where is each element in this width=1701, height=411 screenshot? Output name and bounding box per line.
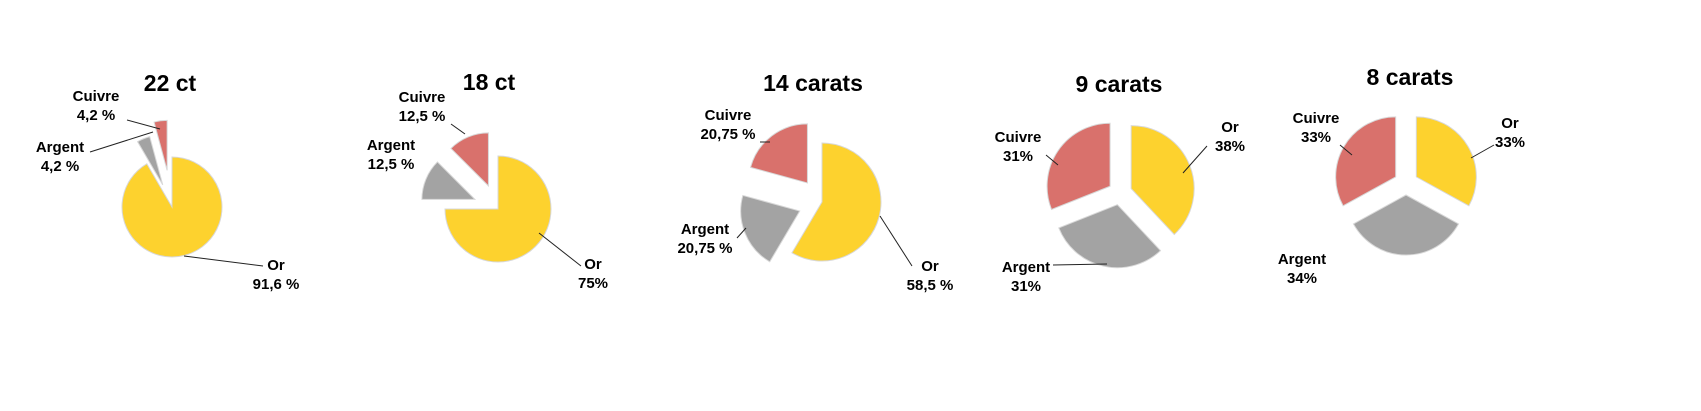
slice-value-label-or: 33%: [1495, 134, 1525, 151]
leader-line-or: [1182, 145, 1208, 174]
leader-line-cuivre: [126, 119, 161, 130]
slice-value-label-or: 38%: [1215, 138, 1245, 155]
chart-title: 18 ct: [463, 69, 516, 95]
slice-cuivre: [450, 132, 489, 188]
slice-value-label-argent: 31%: [1011, 278, 1041, 295]
leader-line-argent: [1052, 263, 1108, 266]
slice-value-label-or: 58,5 %: [907, 277, 954, 294]
slice-cuivre: [1335, 116, 1397, 207]
slice-name-label-or: Or: [921, 258, 939, 275]
chart-title: 9 carats: [1076, 71, 1163, 97]
slice-value-label-argent: 20,75 %: [677, 240, 732, 257]
slice-argent: [1352, 194, 1460, 256]
slice-name-label-or: Or: [584, 256, 602, 273]
leader-line-or: [183, 255, 264, 267]
leader-line-or: [1470, 144, 1495, 159]
pie-chart-14-carats: 14 carats Or 58,5 % Argent 20,75 % Cuivre 20,7…: [677, 70, 953, 294]
slice-name-label-or: Or: [267, 257, 285, 274]
slice-value-label-or: 91,6 %: [253, 276, 300, 293]
chart-title: 22 ct: [144, 70, 197, 96]
slice-argent: [136, 135, 164, 186]
leader-line-cuivre: [1339, 144, 1353, 156]
slice-name-label-or: Or: [1221, 119, 1239, 136]
slice-name-label-argent: Argent: [1002, 259, 1050, 276]
slice-or: [1130, 125, 1195, 236]
slice-value-label-argent: 34%: [1287, 270, 1317, 287]
slice-argent: [740, 194, 801, 263]
slice-name-label-argent: Argent: [1278, 251, 1326, 268]
slice-or: [444, 155, 552, 263]
pie-chart-22-ct: 22 ct Or 91,6 % Argent 4,2 % Cuivre 4,2 %: [36, 70, 300, 293]
leader-line-argent: [736, 227, 747, 239]
pie-chart-8-carats: 8 carats Or 33% Argent 34% Cuivre 33%: [1278, 64, 1525, 287]
slice-name-label-or: Or: [1501, 115, 1519, 132]
slice-name-label-argent: Argent: [36, 139, 84, 156]
leader-line-or: [879, 215, 913, 267]
chart-title: 14 carats: [763, 70, 863, 96]
pie-chart-9-carats: 9 carats Or 38% Argent 31% Cuivre 31%: [995, 71, 1245, 295]
slice-cuivre: [153, 119, 168, 171]
pie-chart-18-ct: 18 ct Or 75% Argent 12,5 % Cuivre 12,5 %: [367, 69, 608, 292]
slice-value-label-cuivre: 12,5 %: [399, 108, 446, 125]
slice-value-label-or: 75%: [578, 275, 608, 292]
chart-title: 8 carats: [1367, 64, 1454, 90]
leader-line-cuivre: [450, 123, 466, 135]
slice-name-label-cuivre: Cuivre: [705, 107, 752, 124]
slice-or: [1415, 116, 1477, 207]
slice-value-label-argent: 4,2 %: [41, 158, 79, 175]
slice-argent: [421, 161, 477, 200]
slice-value-label-cuivre: 4,2 %: [77, 107, 115, 124]
leader-line-or: [538, 232, 582, 267]
slice-value-label-cuivre: 33%: [1301, 129, 1331, 146]
slice-name-label-cuivre: Cuivre: [995, 129, 1042, 146]
leader-line-argent: [89, 131, 154, 153]
slice-or: [791, 142, 882, 262]
slice-value-label-argent: 12,5 %: [368, 156, 415, 173]
slice-argent: [1058, 204, 1162, 269]
slice-name-label-argent: Argent: [367, 137, 415, 154]
slice-name-label-argent: Argent: [681, 221, 729, 238]
slice-value-label-cuivre: 20,75 %: [700, 126, 755, 143]
slice-or: [121, 156, 223, 258]
slice-cuivre: [1046, 122, 1111, 211]
slice-value-label-cuivre: 31%: [1003, 148, 1033, 165]
slice-name-label-cuivre: Cuivre: [399, 89, 446, 106]
slice-name-label-cuivre: Cuivre: [1293, 110, 1340, 127]
leader-line-cuivre: [1045, 154, 1059, 166]
slice-name-label-cuivre: Cuivre: [73, 88, 120, 105]
slice-cuivre: [749, 123, 808, 184]
